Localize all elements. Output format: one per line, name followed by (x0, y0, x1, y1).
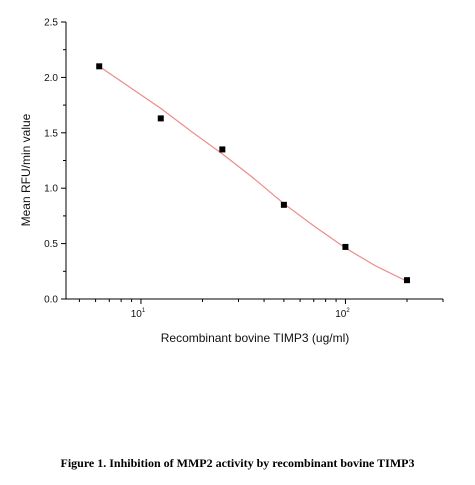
data-point (403, 277, 410, 284)
data-point (157, 115, 164, 122)
fit-curve-line (98, 65, 408, 282)
y-tick-label: 1.5 (44, 128, 58, 139)
x-tick-label-exponent: 2 (346, 308, 350, 314)
data-point (342, 243, 349, 250)
x-tick-label-base: 10 (131, 309, 143, 320)
data-point (219, 146, 226, 153)
chart-axes (61, 21, 444, 304)
figure-caption: Figure 1. Inhibition of MMP2 activity by… (60, 456, 415, 470)
y-axis-title: Mean RFU/min value (19, 113, 33, 226)
data-points-group (96, 63, 410, 284)
data-point (96, 63, 103, 70)
x-tick-label: 102 (335, 308, 350, 320)
x-tick-label-exponent: 1 (142, 308, 146, 314)
y-tick-label: 0.0 (44, 295, 58, 306)
y-tick-label: 0.5 (44, 239, 58, 250)
x-tick-label-base: 10 (335, 309, 347, 320)
fit-curve-group (98, 65, 408, 282)
y-tick-label: 2.5 (44, 18, 58, 29)
y-tick-label: 2.0 (44, 73, 58, 84)
x-axis-title: Recombinant bovine TIMP3 (ug/ml) (161, 331, 350, 345)
data-point (280, 201, 287, 208)
x-tick-label: 101 (131, 308, 146, 320)
y-tick-label: 1.0 (44, 184, 58, 195)
